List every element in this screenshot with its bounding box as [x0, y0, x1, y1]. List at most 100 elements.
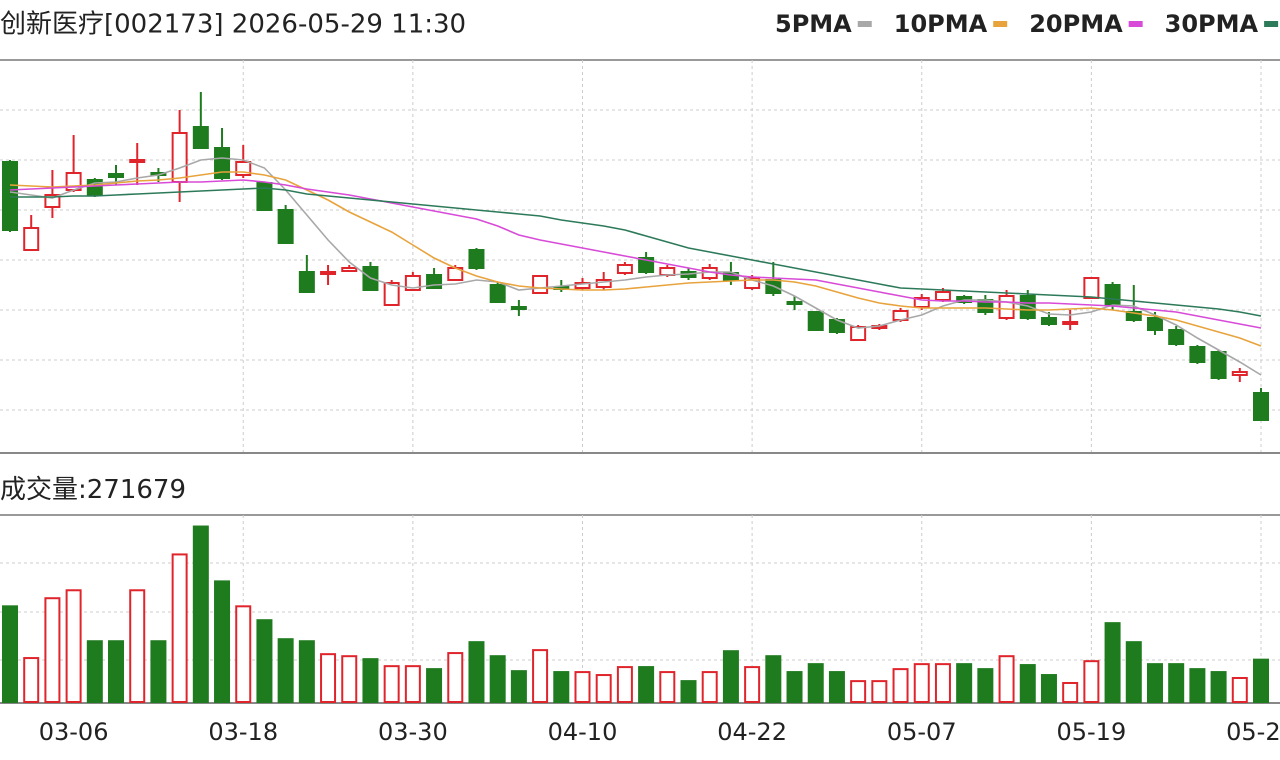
candle-body [510, 306, 527, 310]
volume-bar [956, 663, 973, 704]
legend-label: 20PMA [1029, 10, 1123, 38]
candle-body [192, 126, 209, 149]
x-tick-label: 04-10 [548, 718, 618, 746]
candle-body [1189, 346, 1206, 363]
x-tick-label: 05-19 [1056, 718, 1126, 746]
candle-body [256, 182, 273, 211]
volume-bar [892, 668, 909, 703]
volume-bar [1146, 663, 1163, 704]
candle-body [1040, 317, 1057, 325]
candle-body [341, 267, 358, 272]
moving-average-line [9, 171, 1262, 347]
volume-bar [532, 649, 549, 703]
volume-bar [468, 641, 485, 703]
candle-body [320, 271, 337, 275]
volume-bar [383, 665, 400, 703]
candle-body [468, 249, 485, 269]
volume-bar [616, 666, 633, 703]
candle-body [108, 173, 125, 178]
x-tick-label: 05-07 [887, 718, 957, 746]
volume-bar [298, 640, 315, 703]
volume-bar [192, 525, 209, 704]
volume-bar [913, 663, 930, 704]
candle-body [616, 264, 633, 274]
legend: 5PMA 10PMA 20PMA 30PMA [775, 10, 1279, 38]
volume-bar [214, 580, 231, 704]
volume-bar [786, 671, 803, 704]
volume-bar [934, 663, 951, 704]
volume-bar [341, 655, 358, 703]
moving-average-line [10, 187, 1262, 317]
volume-bar [1168, 663, 1185, 704]
volume-bar [23, 657, 40, 703]
volume-bar [871, 680, 888, 704]
candle-body [171, 132, 188, 183]
volume-bar [150, 640, 167, 703]
volume-bar [1083, 660, 1100, 704]
volume-bar [638, 666, 655, 703]
volume-bar [765, 655, 782, 703]
volume-bar [65, 589, 82, 704]
volume-bar [277, 638, 294, 703]
volume-bar [701, 671, 718, 704]
volume-bar [404, 665, 421, 703]
volume-bar [977, 668, 994, 703]
candle-body [489, 284, 506, 303]
volume-bar [86, 640, 103, 703]
volume-bar [320, 653, 337, 704]
volume-bar [744, 666, 761, 703]
volume-bar [426, 668, 443, 703]
volume-bar [1062, 681, 1079, 704]
candle-body [934, 291, 951, 301]
candle-body [277, 209, 294, 244]
volume-bar [1210, 671, 1227, 704]
x-tick-label: 03-06 [39, 718, 109, 746]
legend-swatch [993, 21, 1008, 27]
volume-bar [680, 680, 697, 704]
candle-body [913, 297, 930, 308]
chart-title: 创新医疗[002173] 2026-05-29 11:30 [0, 10, 466, 40]
candle-body [129, 159, 146, 163]
volume-bar [1231, 677, 1248, 703]
candle-body [595, 279, 612, 288]
legend-label: 30PMA [1165, 10, 1259, 38]
volume-label: 成交量:271679 [0, 475, 186, 505]
candle-body [23, 227, 40, 251]
volume-bar [510, 670, 527, 704]
candle-body [807, 311, 824, 331]
volume-bar [553, 671, 570, 704]
volume-bar [574, 671, 591, 704]
x-tick-label: 04-22 [717, 718, 787, 746]
candle-body [1168, 329, 1185, 345]
candle-body [1104, 284, 1121, 306]
legend-label: 10PMA [894, 10, 988, 38]
candle-body [850, 326, 867, 341]
volume-bar [595, 674, 612, 703]
volume-label-text: 成交量: [0, 475, 87, 505]
candle-body [722, 272, 739, 281]
moving-average-line [9, 179, 1262, 329]
candle-body [1019, 295, 1036, 319]
legend-swatch [857, 21, 872, 27]
candle-body [1231, 371, 1248, 376]
volume-bar [129, 589, 146, 704]
volume-bar [1040, 674, 1057, 703]
volume-bar [171, 553, 188, 704]
volume-bar [1189, 668, 1206, 703]
moving-average-line [9, 157, 1262, 376]
candle-body [638, 257, 655, 273]
candle-body [383, 282, 400, 306]
candle-body [1210, 351, 1227, 379]
candle-body [2, 161, 18, 231]
volume-bar [1019, 664, 1036, 704]
legend-swatch [1264, 21, 1279, 27]
candle-body [744, 277, 761, 289]
candle-body [404, 275, 421, 291]
volume-bar [447, 652, 464, 704]
volume-bar [850, 680, 867, 704]
volume-bar [1253, 658, 1269, 703]
volume-bar [489, 655, 506, 703]
candle-body [1146, 317, 1163, 331]
x-tick-label: 05-29 [1226, 718, 1280, 746]
